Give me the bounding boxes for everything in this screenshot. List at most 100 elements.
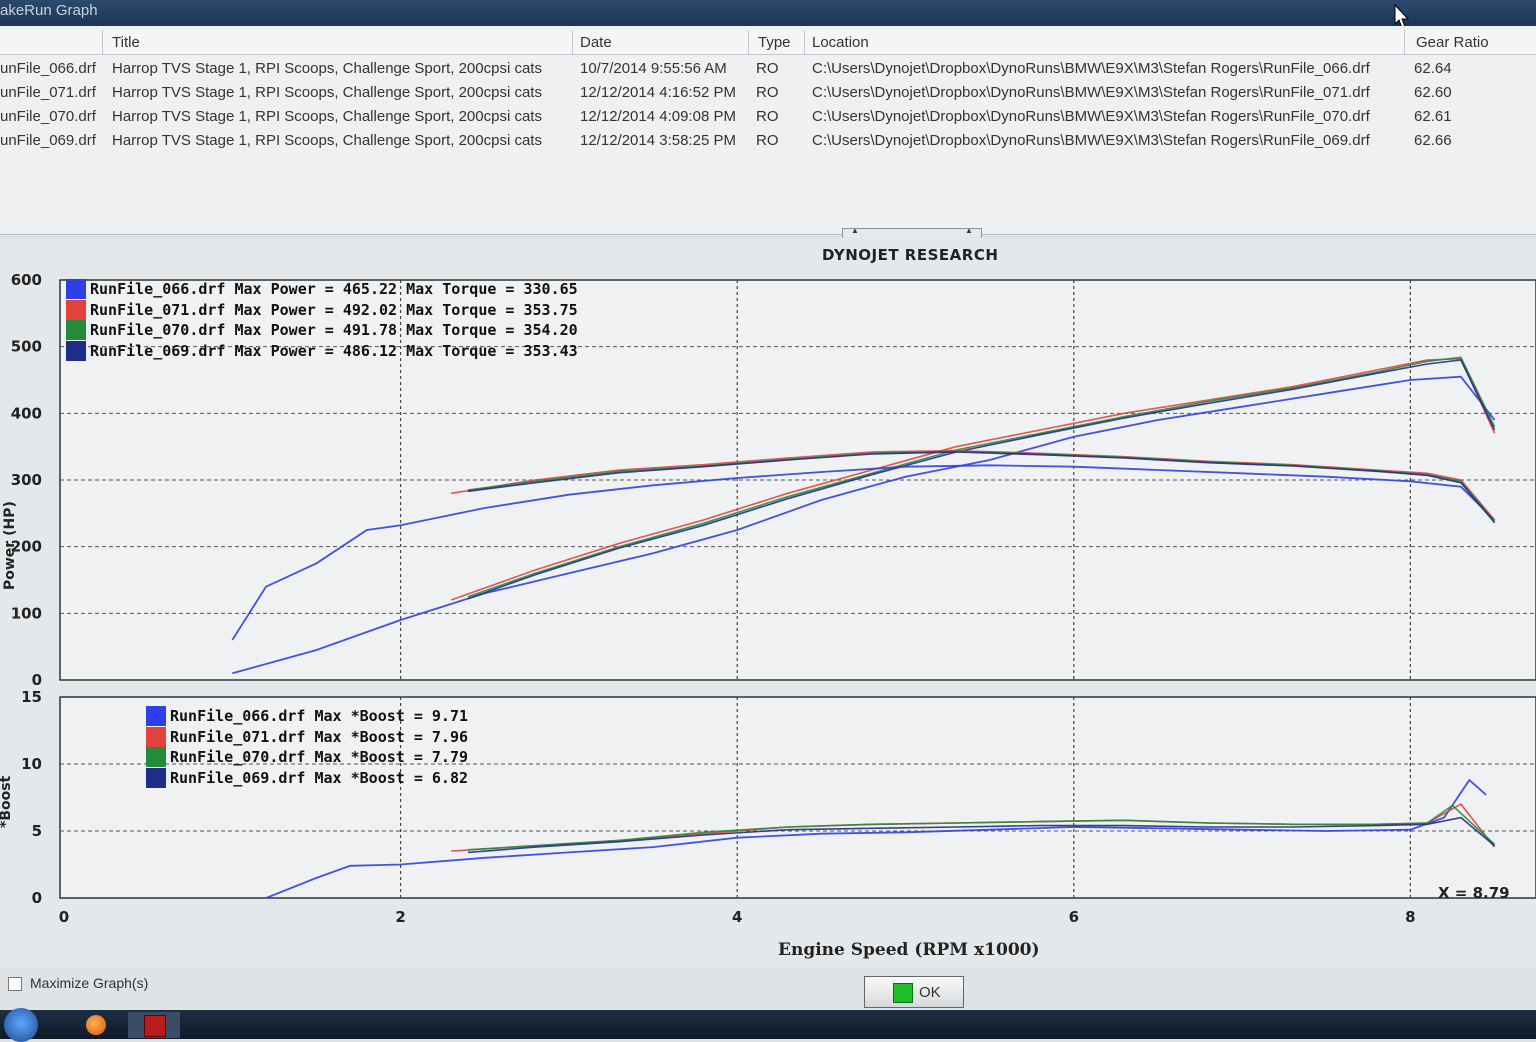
- windows-start-icon[interactable]: [4, 1008, 38, 1042]
- plot-frame: [59, 696, 1536, 899]
- maximize-graphs-checkbox[interactable]: Maximize Graph(s): [8, 975, 149, 992]
- legend-swatch: [146, 706, 166, 726]
- run-file-list: Title Date Type Location Gear Ratio unFi…: [0, 26, 1536, 235]
- legend-text: RunFile_071.drf Max Power = 492.02 Max T…: [90, 300, 578, 319]
- col-header-title[interactable]: Title: [112, 34, 140, 51]
- legend-text: RunFile_070.drf Max *Boost = 7.79: [170, 748, 469, 766]
- run-row[interactable]: unFile_066.drf Harrop TVS Stage 1, RPI S…: [0, 60, 1536, 84]
- run-date: 12/12/2014 3:58:25 PM: [580, 132, 736, 149]
- taskbar-item-winpep[interactable]: [128, 1012, 180, 1038]
- boost-y-axis-label: *Boost: [0, 775, 14, 828]
- power-torque-line-2: [450, 357, 1496, 601]
- run-row[interactable]: unFile_071.drf Harrop TVS Stage 1, RPI S…: [0, 84, 1536, 108]
- boost-line-4: [467, 816, 1496, 854]
- col-header-gear-ratio[interactable]: Gear Ratio: [1416, 34, 1489, 51]
- ok-button[interactable]: OK: [864, 976, 964, 1008]
- ok-label: OK: [919, 984, 941, 1001]
- y-tick-label: 0: [32, 889, 42, 907]
- maximize-label: Maximize Graph(s): [30, 975, 149, 991]
- run-title: Harrop TVS Stage 1, RPI Scoops, Challeng…: [112, 132, 542, 149]
- y-tick-label: 0: [32, 671, 42, 689]
- run-type: RO: [756, 108, 779, 125]
- run-type: RO: [756, 132, 779, 149]
- run-row[interactable]: unFile_070.drf Harrop TVS Stage 1, RPI S…: [0, 108, 1536, 132]
- legend-text: RunFile_071.drf Max *Boost = 7.96: [170, 727, 469, 746]
- power-y-axis-label: Power (HP): [2, 501, 18, 590]
- legend-swatch: [66, 340, 86, 361]
- taskbar-item-firefox[interactable]: [70, 1012, 122, 1038]
- col-header-type[interactable]: Type: [758, 34, 791, 51]
- run-location: C:\Users\Dynojet\Dropbox\DynoRuns\BMW\E9…: [812, 132, 1370, 149]
- run-gear-ratio: 62.61: [1414, 108, 1452, 125]
- chart-company-title: DYNOJET RESEARCH: [822, 246, 999, 264]
- legend-swatch: [146, 767, 166, 788]
- column-divider[interactable]: [1404, 30, 1405, 54]
- x-tick-label: 2: [395, 908, 405, 926]
- legend-text: RunFile_069.drf Max Power = 486.12 Max T…: [90, 341, 578, 360]
- legend-swatch: [66, 279, 86, 299]
- col-header-location[interactable]: Location: [812, 34, 869, 51]
- legend-text: RunFile_070.drf Max Power = 491.78 Max T…: [90, 321, 578, 339]
- power-torque-line-5: [231, 464, 1496, 641]
- y-tick-label: 10: [21, 755, 42, 773]
- x-cursor-readout: X = 8.79: [1438, 884, 1510, 902]
- x-tick-label: 6: [1069, 908, 1079, 926]
- legend-text: RunFile_066.drf Max *Boost = 9.71: [170, 707, 469, 725]
- y-tick-label: 100: [11, 604, 42, 622]
- splitter-up-icon[interactable]: ▲: [965, 226, 973, 235]
- run-gear-ratio: 62.60: [1414, 84, 1452, 101]
- power-torque-line-3: [467, 356, 1496, 598]
- y-tick-label: 500: [11, 338, 42, 356]
- checkbox-box[interactable]: [8, 977, 22, 992]
- legend-swatch: [146, 747, 166, 767]
- window-titlebar: akeRun Graph: [0, 0, 1536, 29]
- run-title: Harrop TVS Stage 1, RPI Scoops, Challeng…: [112, 108, 542, 125]
- run-gear-ratio: 62.64: [1414, 60, 1452, 77]
- boost-line-1: [265, 778, 1487, 899]
- run-date: 12/12/2014 4:16:52 PM: [580, 84, 736, 101]
- x-tick-label: 4: [732, 908, 742, 926]
- column-divider[interactable]: [748, 30, 749, 54]
- y-tick-label: 300: [11, 471, 42, 489]
- col-header-date[interactable]: Date: [580, 34, 612, 51]
- run-location: C:\Users\Dynojet\Dropbox\DynoRuns\BMW\E9…: [812, 60, 1370, 77]
- run-type: RO: [756, 60, 779, 77]
- y-tick-label: 400: [11, 404, 42, 422]
- firefox-icon: [86, 1015, 106, 1035]
- legend-swatch: [146, 726, 166, 747]
- power-torque-line-8: [467, 451, 1496, 524]
- column-divider[interactable]: [102, 30, 103, 54]
- y-tick-label: 5: [32, 822, 42, 840]
- run-file-name: unFile_071.drf: [0, 84, 96, 101]
- legend-swatch: [66, 299, 86, 320]
- run-title: Harrop TVS Stage 1, RPI Scoops, Challeng…: [112, 84, 542, 101]
- column-divider[interactable]: [804, 30, 805, 54]
- run-title: Harrop TVS Stage 1, RPI Scoops, Challeng…: [112, 60, 542, 77]
- splitter-up-icon[interactable]: ▲: [851, 226, 859, 235]
- y-tick-label: 200: [11, 538, 42, 556]
- power-torque-line-4: [467, 359, 1496, 600]
- run-date: 12/12/2014 4:09:08 PM: [580, 108, 736, 125]
- run-file-name: unFile_069.drf: [0, 132, 96, 149]
- run-location: C:\Users\Dynojet\Dropbox\DynoRuns\BMW\E9…: [812, 84, 1370, 101]
- x-axis-label: Engine Speed (RPM x1000): [778, 940, 1040, 960]
- power-torque-line-1: [232, 375, 1496, 675]
- run-location: C:\Users\Dynojet\Dropbox\DynoRuns\BMW\E9…: [812, 108, 1370, 125]
- legend-text: RunFile_069.drf Max *Boost = 6.82: [170, 768, 469, 787]
- list-column-header: Title Date Type Location Gear Ratio: [0, 30, 1536, 55]
- boost-line-3: [467, 804, 1496, 851]
- y-tick-label: 600: [11, 271, 42, 289]
- window-title: akeRun Graph: [0, 2, 98, 19]
- column-divider[interactable]: [572, 30, 573, 54]
- run-file-name: unFile_070.drf: [0, 108, 96, 125]
- x-tick-label: 0: [59, 908, 69, 926]
- ok-check-icon: [893, 983, 913, 1003]
- run-file-name: unFile_066.drf: [0, 60, 96, 77]
- legend-swatch: [66, 320, 86, 340]
- x-tick-label: 8: [1405, 908, 1415, 926]
- taskbar: [0, 1008, 1536, 1042]
- run-date: 10/7/2014 9:55:56 AM: [580, 60, 727, 77]
- run-row[interactable]: unFile_069.drf Harrop TVS Stage 1, RPI S…: [0, 132, 1536, 156]
- dynojet-app-icon: [144, 1015, 166, 1037]
